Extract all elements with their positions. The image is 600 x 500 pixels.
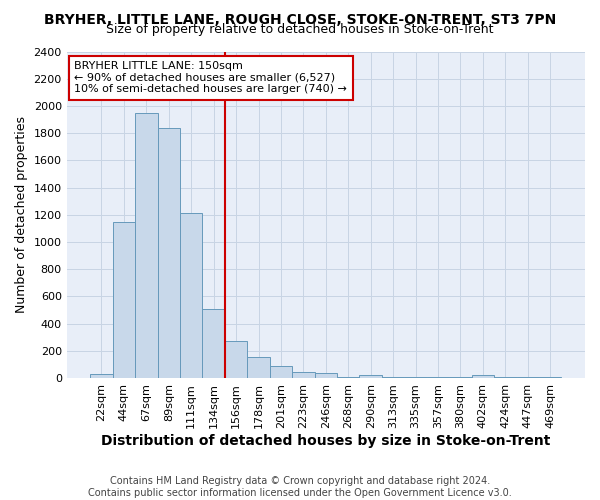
Bar xyxy=(135,112,158,378)
Text: BRYHER LITTLE LANE: 150sqm
← 90% of detached houses are smaller (6,527)
10% of s: BRYHER LITTLE LANE: 150sqm ← 90% of deta… xyxy=(74,62,347,94)
Bar xyxy=(202,308,225,378)
Bar xyxy=(247,357,270,378)
Bar xyxy=(292,372,314,378)
Bar xyxy=(472,375,494,378)
Bar xyxy=(270,366,292,378)
Bar xyxy=(158,128,180,378)
Bar xyxy=(314,372,337,378)
Text: Contains HM Land Registry data © Crown copyright and database right 2024.
Contai: Contains HM Land Registry data © Crown c… xyxy=(88,476,512,498)
Bar xyxy=(225,341,247,378)
Bar xyxy=(359,375,382,378)
Bar xyxy=(90,374,113,378)
Bar xyxy=(113,222,135,378)
X-axis label: Distribution of detached houses by size in Stoke-on-Trent: Distribution of detached houses by size … xyxy=(101,434,551,448)
Bar xyxy=(180,214,202,378)
Text: BRYHER, LITTLE LANE, ROUGH CLOSE, STOKE-ON-TRENT, ST3 7PN: BRYHER, LITTLE LANE, ROUGH CLOSE, STOKE-… xyxy=(44,12,556,26)
Text: Size of property relative to detached houses in Stoke-on-Trent: Size of property relative to detached ho… xyxy=(106,22,494,36)
Y-axis label: Number of detached properties: Number of detached properties xyxy=(15,116,28,313)
